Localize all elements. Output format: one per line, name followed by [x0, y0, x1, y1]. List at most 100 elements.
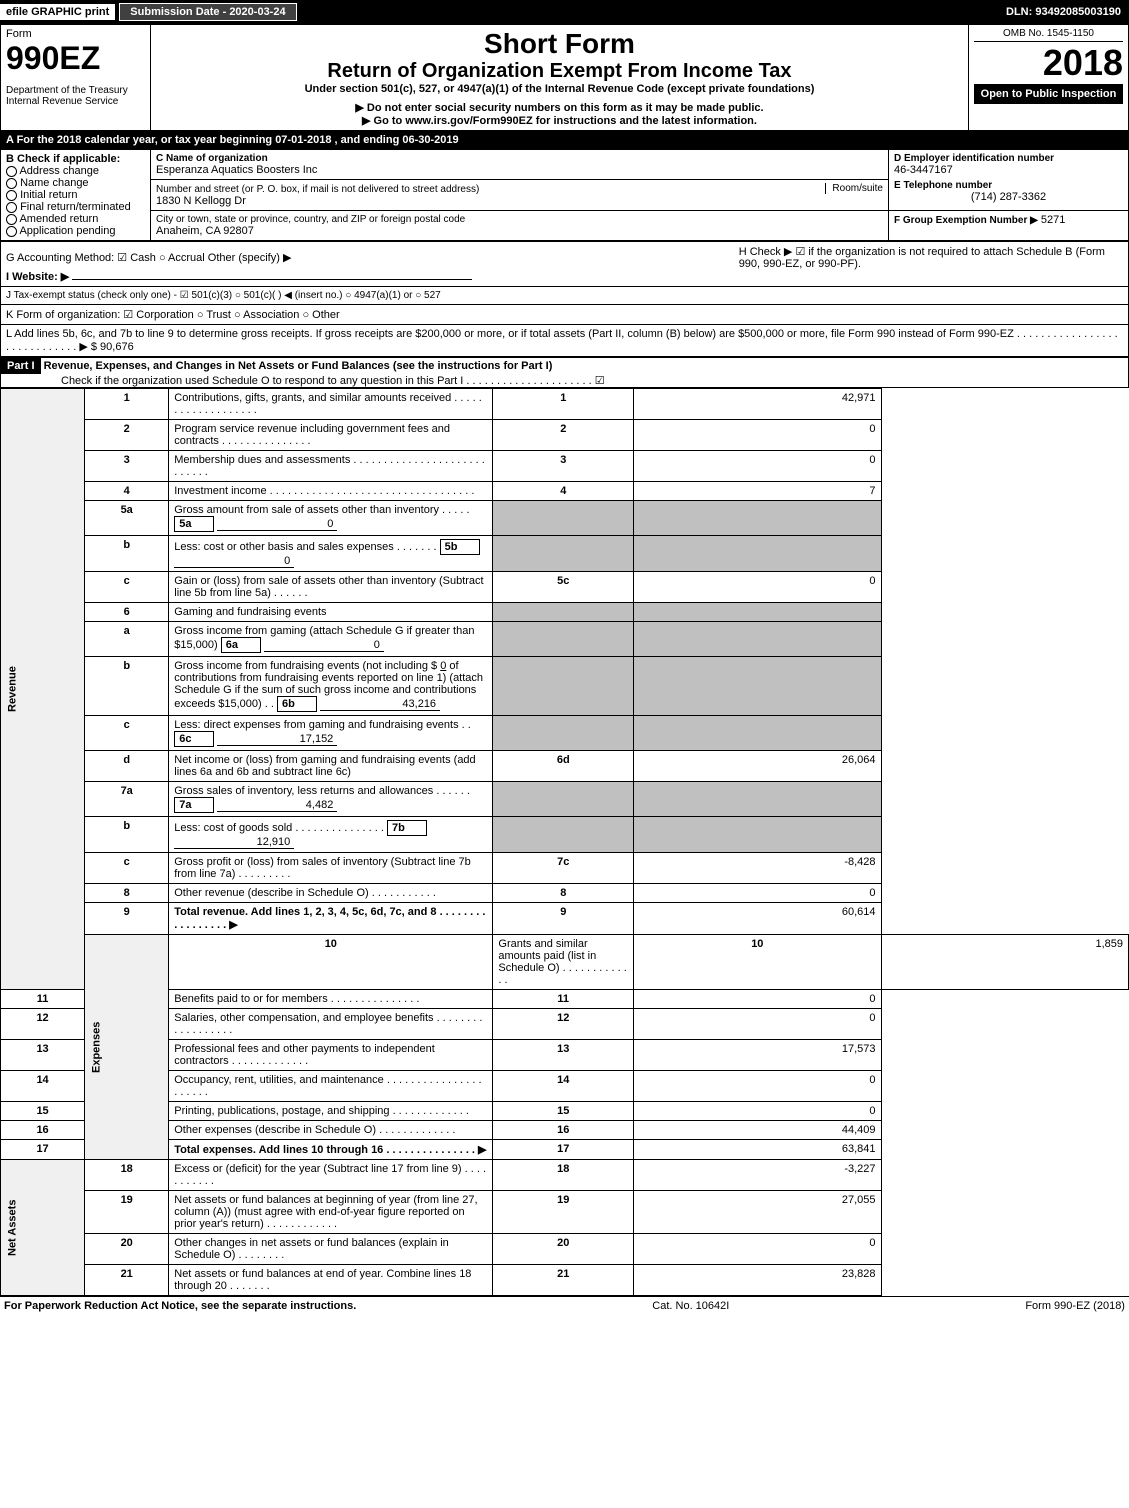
revenue-section-label: Revenue — [1, 389, 85, 990]
line-value-grey — [634, 536, 881, 572]
main-title: Return of Organization Exempt From Incom… — [156, 60, 963, 83]
lines-table: Revenue 1 Contributions, gifts, grants, … — [0, 388, 1129, 1296]
check-name-change[interactable]: Name change — [6, 177, 145, 189]
line-box-grey — [493, 782, 634, 817]
line-num: 5a — [85, 501, 169, 536]
submission-date: Submission Date - 2020-03-24 — [119, 3, 296, 21]
line-value: -3,227 — [634, 1160, 881, 1191]
line-num: 8 — [85, 884, 169, 903]
line-box-grey — [493, 817, 634, 853]
note-goto-text: ▶ Go to www.irs.gov/Form990EZ for instru… — [362, 115, 757, 127]
line-box: 4 — [493, 482, 634, 501]
line-box: 16 — [493, 1121, 634, 1140]
line-text: Less: cost of goods sold . . . . . . . .… — [169, 817, 493, 853]
dept-label: Department of the Treasury — [6, 85, 145, 96]
part1-label: Part I — [1, 358, 41, 374]
line-num: 3 — [85, 451, 169, 482]
form-number: 990EZ — [6, 40, 145, 77]
line-text-span: Less: cost of goods sold . . . . . . . .… — [174, 822, 384, 834]
phone-label: E Telephone number — [894, 180, 1123, 191]
line-num: 13 — [1, 1040, 85, 1071]
line-i: I Website: ▶ — [6, 270, 729, 283]
inner-value: 12,910 — [174, 836, 294, 849]
line-text: Membership dues and assessments . . . . … — [169, 451, 493, 482]
line-text: Occupancy, rent, utilities, and maintena… — [169, 1071, 493, 1102]
line-6b-t1: Gross income from fundraising events (no… — [174, 660, 437, 672]
line-num: 12 — [1, 1009, 85, 1040]
inner-box-label: 5a — [174, 516, 214, 532]
line-j: J Tax-exempt status (check only one) - ☑… — [0, 287, 1129, 305]
line-box-grey — [493, 716, 634, 751]
line-num: 10 — [169, 935, 493, 990]
line-value: 0 — [634, 420, 881, 451]
line-l: L Add lines 5b, 6c, and 7b to line 9 to … — [0, 325, 1129, 357]
line-box: 21 — [493, 1265, 634, 1296]
tax-year: 2018 — [974, 42, 1123, 84]
line-box: 5c — [493, 572, 634, 603]
line-text: Printing, publications, postage, and shi… — [169, 1102, 493, 1121]
line-text: Contributions, gifts, grants, and simila… — [169, 389, 493, 420]
line-text: Other revenue (describe in Schedule O) .… — [169, 884, 493, 903]
check-amended-return[interactable]: Amended return — [6, 213, 145, 225]
line-value: 44,409 — [634, 1121, 881, 1140]
line-num: 11 — [1, 990, 85, 1009]
open-inspection: Open to Public Inspection — [974, 84, 1123, 104]
line-box-grey — [493, 657, 634, 716]
line-text-span: Gross sales of inventory, less returns a… — [174, 785, 470, 797]
line-num: 15 — [1, 1102, 85, 1121]
line-text: Gross income from gaming (attach Schedul… — [169, 622, 493, 657]
line-text: Other changes in net assets or fund bala… — [169, 1234, 493, 1265]
check-label: Application pending — [19, 225, 115, 237]
check-application-pending[interactable]: Application pending — [6, 225, 145, 237]
line-box: 6d — [493, 751, 634, 782]
line-value: 0 — [634, 884, 881, 903]
line-text: Less: direct expenses from gaming and fu… — [169, 716, 493, 751]
org-name: Esperanza Aquatics Boosters Inc — [156, 164, 883, 176]
entity-block: B Check if applicable: Address change Na… — [0, 149, 1129, 241]
inner-value: 0 — [264, 639, 384, 652]
line-text: Net assets or fund balances at beginning… — [169, 1191, 493, 1234]
line-value: 42,971 — [634, 389, 881, 420]
line-text: Grants and similar amounts paid (list in… — [493, 935, 634, 990]
line-box: 19 — [493, 1191, 634, 1234]
inner-box-label: 5b — [440, 539, 480, 555]
check-label: Name change — [20, 177, 89, 189]
check-address-change[interactable]: Address change — [6, 165, 145, 177]
line-num: c — [85, 853, 169, 884]
line-text: Program service revenue including govern… — [169, 420, 493, 451]
check-label: Address change — [19, 165, 99, 177]
line-box-grey — [493, 501, 634, 536]
line-value: 0 — [634, 1009, 881, 1040]
line-num: c — [85, 716, 169, 751]
line-num: b — [85, 536, 169, 572]
efile-label: efile GRAPHIC print — [0, 4, 115, 20]
inner-value: 17,152 — [217, 733, 337, 746]
check-initial-return[interactable]: Initial return — [6, 189, 145, 201]
line-box: 2 — [493, 420, 634, 451]
dln-label: DLN: 93492085003190 — [1006, 6, 1129, 18]
line-box: 11 — [493, 990, 634, 1009]
line-text: Gaming and fundraising events — [169, 603, 493, 622]
line-value: 63,841 — [634, 1140, 881, 1160]
line-value-grey — [634, 657, 881, 716]
city-value: Anaheim, CA 92807 — [156, 225, 883, 237]
line-text: Other expenses (describe in Schedule O) … — [169, 1121, 493, 1140]
line-num: 18 — [85, 1160, 169, 1191]
check-final-return[interactable]: Final return/terminated — [6, 201, 145, 213]
line-box: 15 — [493, 1102, 634, 1121]
inner-box-label: 7b — [387, 820, 427, 836]
irs-label: Internal Revenue Service — [6, 96, 145, 107]
check-label: Final return/terminated — [20, 201, 131, 213]
line-value: 0 — [634, 451, 881, 482]
line-text: Net income or (loss) from gaming and fun… — [169, 751, 493, 782]
line-num: d — [85, 751, 169, 782]
header-table: Form 990EZ Department of the Treasury In… — [0, 24, 1129, 131]
ein-value: 46-3447167 — [894, 164, 1123, 176]
line-box-grey — [493, 622, 634, 657]
line-text: Gross sales of inventory, less returns a… — [169, 782, 493, 817]
group-exemption-value: 5271 — [1041, 214, 1065, 226]
line-text: Gross income from fundraising events (no… — [169, 657, 493, 716]
line-num: b — [85, 817, 169, 853]
inner-box-label: 6c — [174, 731, 214, 747]
box-b-title: B Check if applicable: — [6, 153, 145, 165]
